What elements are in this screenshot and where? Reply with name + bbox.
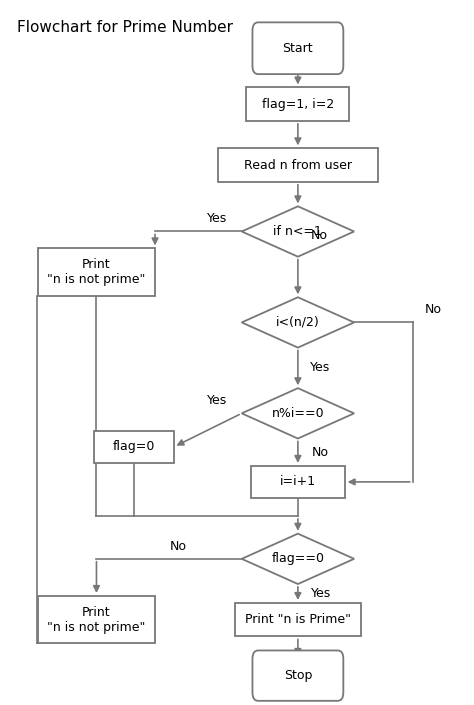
Text: Print
"n is not prime": Print "n is not prime" bbox=[47, 606, 146, 634]
Text: No: No bbox=[312, 446, 329, 459]
Bar bbox=[94, 431, 174, 463]
Text: Yes: Yes bbox=[310, 362, 330, 374]
Polygon shape bbox=[242, 207, 354, 257]
Text: Yes: Yes bbox=[311, 587, 331, 600]
Bar bbox=[235, 603, 361, 637]
Bar bbox=[251, 466, 345, 498]
Text: flag=0: flag=0 bbox=[113, 441, 155, 453]
Text: i<(n/2): i<(n/2) bbox=[276, 316, 320, 329]
FancyBboxPatch shape bbox=[253, 651, 343, 701]
Bar bbox=[246, 87, 349, 121]
Text: flag=1, i=2: flag=1, i=2 bbox=[262, 98, 334, 111]
Text: No: No bbox=[170, 540, 187, 553]
Bar bbox=[218, 148, 377, 182]
Text: if n<=1: if n<=1 bbox=[273, 225, 322, 238]
Text: Print
"n is not prime": Print "n is not prime" bbox=[47, 258, 146, 286]
Text: Yes: Yes bbox=[207, 212, 227, 226]
Text: No: No bbox=[424, 303, 441, 317]
Text: Yes: Yes bbox=[207, 394, 227, 407]
Text: Print "n is Prime": Print "n is Prime" bbox=[245, 613, 351, 626]
Bar bbox=[38, 248, 155, 296]
FancyBboxPatch shape bbox=[253, 23, 343, 74]
Text: n%i==0: n%i==0 bbox=[272, 407, 324, 420]
Text: Stop: Stop bbox=[284, 669, 312, 682]
Polygon shape bbox=[242, 388, 354, 439]
Text: Flowchart for Prime Number: Flowchart for Prime Number bbox=[17, 20, 233, 35]
Text: Read n from user: Read n from user bbox=[244, 159, 352, 171]
Polygon shape bbox=[242, 298, 354, 348]
Text: Start: Start bbox=[283, 42, 313, 55]
Polygon shape bbox=[242, 534, 354, 584]
Text: flag==0: flag==0 bbox=[272, 552, 324, 565]
Bar bbox=[38, 596, 155, 644]
Text: i=i+1: i=i+1 bbox=[280, 475, 316, 489]
Text: No: No bbox=[310, 229, 328, 243]
